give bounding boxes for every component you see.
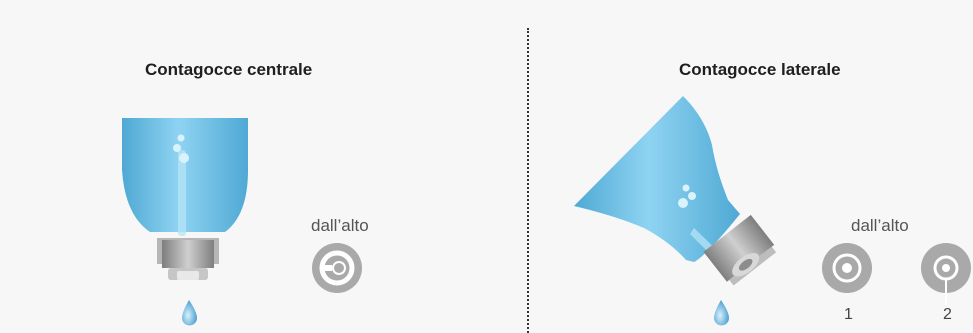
- top-view-side-icon-1: [822, 243, 872, 293]
- drop-icon: [714, 300, 730, 326]
- top-view-central-icon: [312, 243, 362, 293]
- side-dropper-title: Contagocce laterale: [679, 60, 841, 79]
- central-dropper-title: Contagocce centrale: [145, 60, 313, 79]
- view-label-1: 1: [844, 306, 853, 323]
- side-dropper-bottle: [574, 96, 777, 286]
- top-view-caption-right: dall’alto: [851, 216, 909, 235]
- dotted-divider: [527, 28, 529, 333]
- top-view-side-icon-2: [921, 243, 971, 305]
- view-label-2: 2: [943, 306, 952, 323]
- top-view-caption-left: dall’alto: [311, 216, 369, 235]
- drop-icon: [182, 300, 197, 326]
- central-dropper-bottle: [122, 118, 248, 280]
